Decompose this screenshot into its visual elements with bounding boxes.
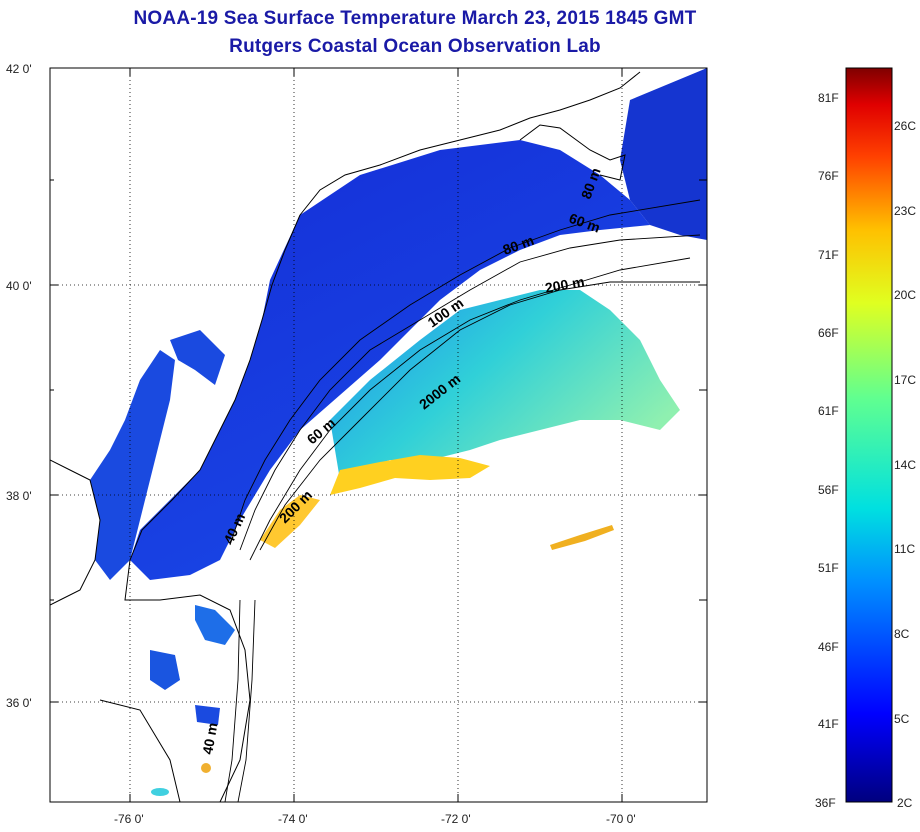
colorbar-c-label: 23C	[894, 204, 917, 218]
map-subtitle: Rutgers Coastal Ocean Observation Lab	[229, 36, 601, 57]
contour-label: 200 m	[544, 273, 586, 296]
map-title: NOAA-19 Sea Surface Temperature March 23…	[133, 8, 697, 29]
y-tick-label: 36 0'	[6, 696, 32, 710]
delaware-bay	[170, 330, 225, 385]
south-patch-2	[150, 650, 180, 690]
x-tick-label: -74 0'	[278, 812, 308, 826]
colorbar-f-label: 76F	[818, 169, 839, 183]
chesapeake-bay	[90, 350, 175, 580]
warm-spot	[201, 763, 211, 773]
cyan-patch	[151, 788, 169, 796]
y-tick-label: 40 0'	[6, 279, 32, 293]
colorbar-f-label: 51F	[818, 561, 839, 575]
x-tick-label: -70 0'	[606, 812, 636, 826]
colorbar-c-label: 14C	[894, 458, 917, 472]
colorbar-f-label: 46F	[818, 640, 839, 654]
south-patch-3	[195, 705, 220, 725]
colorbar-c-label: 17C	[894, 373, 917, 387]
gulf-of-maine-water	[620, 68, 707, 240]
contour-label: 40 m	[199, 721, 220, 755]
colorbar-c-label: 26C	[894, 119, 917, 133]
colorbar-f-label: 36F	[815, 796, 836, 810]
y-tick-label: 42 0'	[6, 62, 32, 76]
coastline	[50, 71, 641, 802]
colorbar-f-label: 81F	[818, 91, 839, 105]
graticule	[50, 68, 707, 802]
warm-filament	[330, 455, 490, 495]
colorbar-f-label: 61F	[818, 404, 839, 418]
warm-streak	[550, 525, 614, 550]
colorbar-f-label: 71F	[818, 248, 839, 262]
y-tick-label: 38 0'	[6, 489, 32, 503]
colorbar-c-label: 5C	[894, 712, 910, 726]
colorbar	[845, 67, 893, 803]
bathymetry-contours	[224, 199, 701, 802]
x-tick-label: -76 0'	[114, 812, 144, 826]
x-tick-label: -72 0'	[441, 812, 471, 826]
axis-ticks	[50, 68, 707, 802]
colorbar-f-label: 56F	[818, 483, 839, 497]
south-patch-1	[195, 605, 235, 645]
colorbar-c-label: 8C	[894, 627, 910, 641]
warm-filament-south	[260, 495, 320, 548]
colorbar-f-label: 66F	[818, 326, 839, 340]
colorbar-f-label: 41F	[818, 717, 839, 731]
colorbar-c-label: 2C	[897, 796, 913, 810]
colorbar-c-label: 11C	[894, 542, 916, 556]
map-frame	[49, 67, 708, 803]
slope-water	[330, 290, 680, 480]
colorbar-c-label: 20C	[894, 288, 917, 302]
